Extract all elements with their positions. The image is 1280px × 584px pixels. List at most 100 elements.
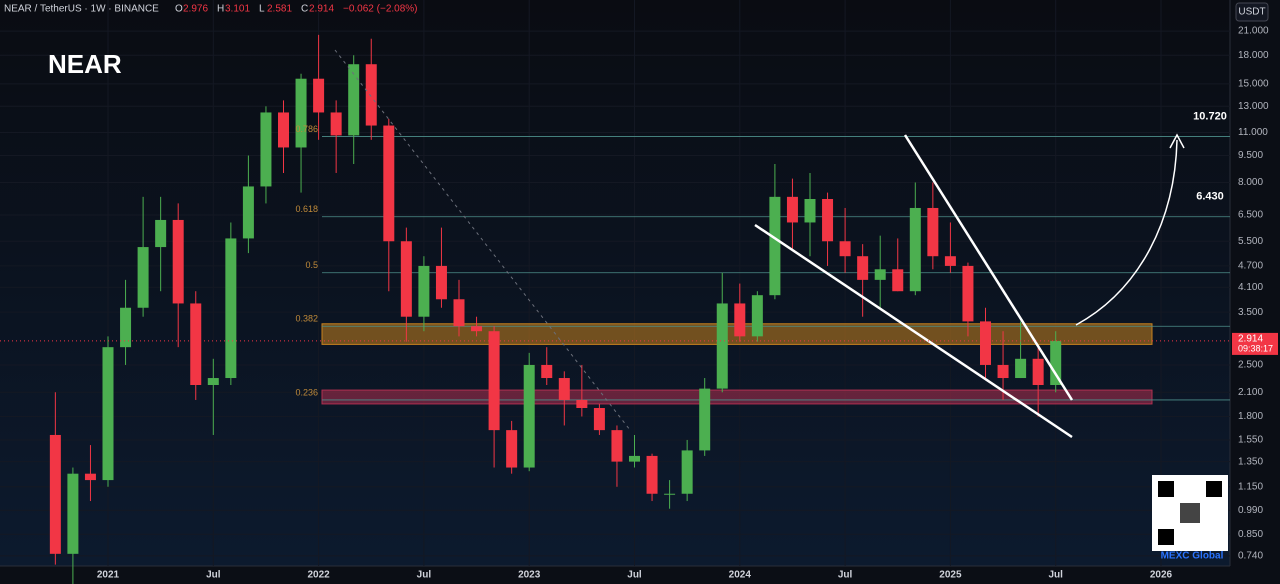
candle-body [541,364,553,379]
fib-label: 0.236 [295,387,318,397]
annotation: 10.720 [1193,110,1227,122]
annotation: 6.430 [1196,191,1224,203]
fib-label: 0.5 [305,260,318,270]
ohlc-label: O [175,4,183,15]
y-tick-label: 8.000 [1238,177,1263,188]
ohlc-value: 2.976 [183,4,208,15]
candle-body [313,78,325,113]
candle-body [120,307,132,348]
candle-body [944,256,956,266]
candle-body [874,269,886,280]
ohlc-change: −0.062 (−2.08%) [343,4,418,15]
candle-body [102,347,114,481]
candle-body [242,186,254,239]
candle-body [418,265,430,317]
candle-body [857,256,869,280]
arrow-head [1169,133,1185,149]
y-tick-label: 2.500 [1238,360,1263,371]
candle-body [49,434,61,554]
x-tick-label: Jul [838,570,853,581]
y-tick-label: 11.000 [1238,127,1268,138]
candle-body [471,326,483,332]
y-tick-label: 9.500 [1238,150,1263,161]
fib-trend [334,49,631,431]
y-tick-label: 4.700 [1238,261,1263,272]
candle-body [611,430,623,462]
trendline [754,223,1073,439]
zone [321,389,1153,405]
x-tick-label: Jul [1048,570,1063,581]
x-tick-label: Jul [206,570,221,581]
candle-body [699,388,711,451]
candle-body [506,430,518,468]
candle-body [67,473,79,554]
qr-mark [1158,481,1174,497]
currency-button[interactable] [1235,2,1269,22]
y-tick-label: 1.350 [1238,456,1263,467]
candle-body [453,299,465,327]
candle-body [927,207,939,257]
candle-body [839,241,851,257]
arrow [1075,139,1178,326]
qr-mark [1206,481,1222,497]
ohlc-value: 2.581 [267,4,292,15]
candle-body [137,247,149,308]
candle-body [278,112,289,148]
y-tick-label: 0.850 [1238,529,1263,540]
candle-body [822,199,834,242]
candle-body [681,450,693,494]
ohlc-value: 3.101 [225,4,250,15]
candle-body [593,408,605,431]
axis-bg [1230,0,1280,584]
plot-bg [0,0,1230,566]
candle-body [804,199,816,223]
candle-body [1015,358,1027,379]
candle-body [400,241,412,317]
price-box [1232,332,1278,355]
candle-body [909,207,921,292]
candle-body [365,64,377,126]
y-tick-label: 0.740 [1238,551,1263,562]
y-tick-label: 4.100 [1238,282,1263,293]
candle-body [383,125,395,242]
candle-body [523,364,535,468]
candle-body [435,265,447,300]
x-tick-label: 2024 [729,570,752,581]
y-tick-label: 2.100 [1238,387,1263,398]
candle-body [348,64,360,136]
ohlc-value: 2.914 [309,4,334,15]
x-tick-label: Jul [627,570,642,581]
candle-body [664,493,676,495]
x-tick-label: 2025 [939,570,962,581]
y-tick-label: 21.000 [1238,26,1269,37]
fib-label: 0.786 [295,124,318,134]
candle-body [646,455,658,494]
price-label: 2.914 [1238,334,1263,345]
watermark: MEXC Global [1161,551,1224,562]
candle-body [207,378,219,386]
candle-body [330,112,342,136]
candle-body [997,364,1009,379]
candle-body [172,219,184,304]
y-tick-label: 1.150 [1238,481,1263,492]
x-tick-label: 2022 [307,570,330,581]
y-tick-label: 1.550 [1238,435,1263,446]
candle-body [84,473,96,481]
fib-label: 0.382 [295,314,318,324]
candle-body [980,321,991,365]
y-tick-label: 1.800 [1238,411,1263,422]
candle-body [629,455,640,462]
currency-label[interactable]: USDT [1238,7,1265,18]
candle-body [716,303,728,389]
y-tick-label: 3.500 [1238,307,1263,318]
candle-body [769,196,781,296]
ohlc-label: L [259,4,265,15]
symbol: NEAR / TetherUS · 1W · BINANCE [4,4,159,15]
ohlc-label: C [301,4,308,15]
candle-body [225,238,237,379]
qr-mark [1158,529,1174,545]
y-tick-label: 5.500 [1238,236,1263,247]
y-tick-label: 6.500 [1238,210,1263,221]
